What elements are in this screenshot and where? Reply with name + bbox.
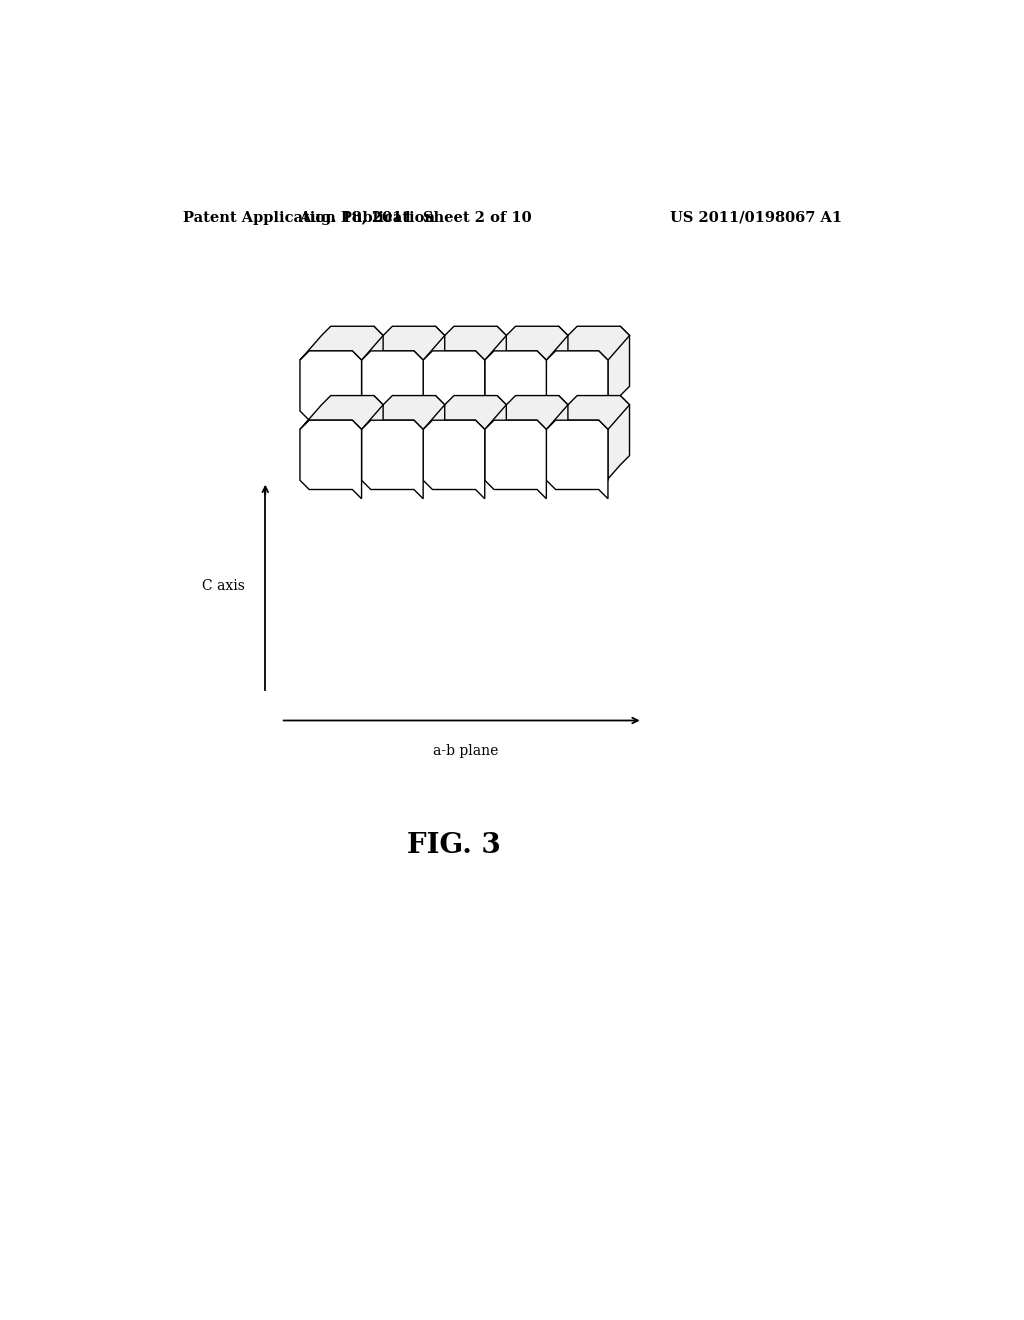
Polygon shape <box>352 326 383 420</box>
Polygon shape <box>361 420 423 499</box>
Polygon shape <box>352 396 383 490</box>
Polygon shape <box>547 326 630 360</box>
Text: Patent Application Publication: Patent Application Publication <box>183 211 435 224</box>
Polygon shape <box>538 326 568 420</box>
Text: Aug. 18, 2011  Sheet 2 of 10: Aug. 18, 2011 Sheet 2 of 10 <box>299 211 531 224</box>
Polygon shape <box>361 326 444 360</box>
Polygon shape <box>475 396 506 490</box>
Polygon shape <box>300 420 361 499</box>
Polygon shape <box>423 420 484 499</box>
Polygon shape <box>484 326 568 360</box>
Polygon shape <box>414 326 444 420</box>
Polygon shape <box>547 351 608 429</box>
Polygon shape <box>538 396 568 490</box>
Polygon shape <box>423 396 506 429</box>
Polygon shape <box>300 351 361 429</box>
Polygon shape <box>484 420 547 499</box>
Text: US 2011/0198067 A1: US 2011/0198067 A1 <box>670 211 842 224</box>
Text: FIG. 3: FIG. 3 <box>408 832 501 859</box>
Polygon shape <box>599 396 630 490</box>
Polygon shape <box>300 326 383 360</box>
Polygon shape <box>414 396 444 490</box>
Polygon shape <box>547 396 630 429</box>
Polygon shape <box>484 396 568 429</box>
Text: a-b plane: a-b plane <box>433 743 499 758</box>
Text: C axis: C axis <box>202 578 245 593</box>
Polygon shape <box>547 420 608 499</box>
Polygon shape <box>423 326 506 360</box>
Polygon shape <box>484 351 547 429</box>
Polygon shape <box>361 351 423 429</box>
Polygon shape <box>599 326 630 420</box>
Polygon shape <box>300 396 383 429</box>
Polygon shape <box>423 351 484 429</box>
Polygon shape <box>475 326 506 420</box>
Polygon shape <box>361 396 444 429</box>
